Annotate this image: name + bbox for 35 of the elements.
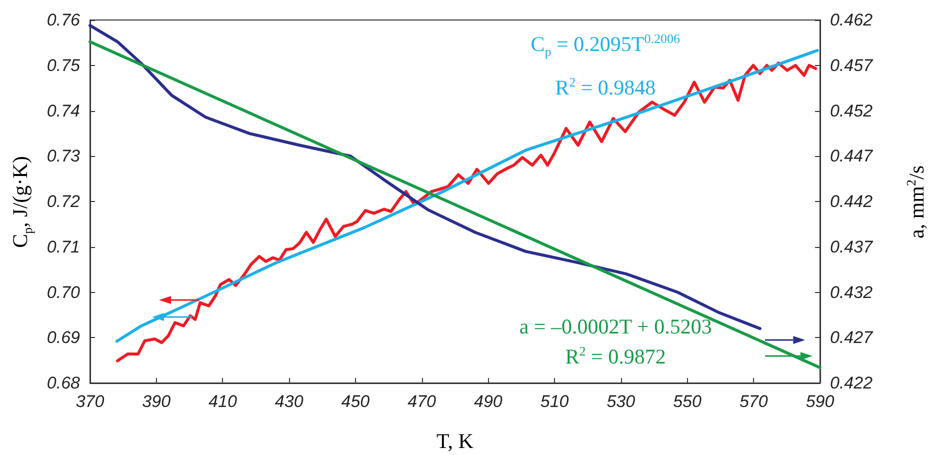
annotation: R$^{2}$ = 0.9872 [565, 343, 666, 368]
y2-tick-label: 0.452 [830, 101, 874, 120]
y-tick-label: 0.70 [46, 282, 81, 302]
x-tick-label: 470 [408, 392, 437, 411]
y2-tick-label: 0.447 [830, 146, 874, 166]
x-tick-label: 450 [341, 392, 370, 411]
x-tick-label: 490 [474, 392, 503, 411]
y2-tick-label: 0.462 [830, 10, 874, 30]
x-tick-label: 410 [208, 392, 238, 411]
y-tick-label: 0.69 [46, 328, 81, 348]
y2-tick-label: 0.457 [830, 56, 874, 75]
y-tick-label: 0.72 [46, 192, 81, 211]
x-tick-label: 570 [739, 392, 768, 411]
y-tick-label: 0.71 [46, 237, 80, 256]
y2-tick-label: 0.427 [830, 328, 874, 348]
y2-tick-label: 0.442 [830, 192, 874, 211]
x-tick-label: 530 [606, 392, 636, 411]
y2-tick-label: 0.437 [830, 237, 874, 256]
x-tick-label: 430 [274, 392, 304, 411]
annotation: C$_{p}$ = 0.2095T$^{0.2006}$ [530, 31, 680, 60]
y2-tick-label: 0.422 [830, 374, 874, 392]
x-axis-title: T, K [436, 429, 474, 453]
y-tick-label: 0.74 [46, 101, 80, 120]
annotation: R$^{2}$ = 0.9848 [555, 74, 656, 100]
y-tick-label: 0.73 [46, 146, 81, 166]
x-tick-label: 370 [76, 392, 105, 411]
x-tick-label: 590 [806, 392, 835, 411]
y2-tick-label: 0.432 [830, 282, 874, 302]
annotation: a = –0.0002T + 0.5203 [519, 314, 712, 338]
y-tick-label: 0.75 [46, 56, 81, 75]
y-tick-label: 0.68 [46, 374, 81, 392]
x-tick-label: 510 [540, 392, 570, 411]
x-tick-label: 390 [142, 392, 172, 411]
y-tick-label: 0.76 [46, 10, 81, 30]
x-tick-label: 550 [673, 392, 702, 411]
